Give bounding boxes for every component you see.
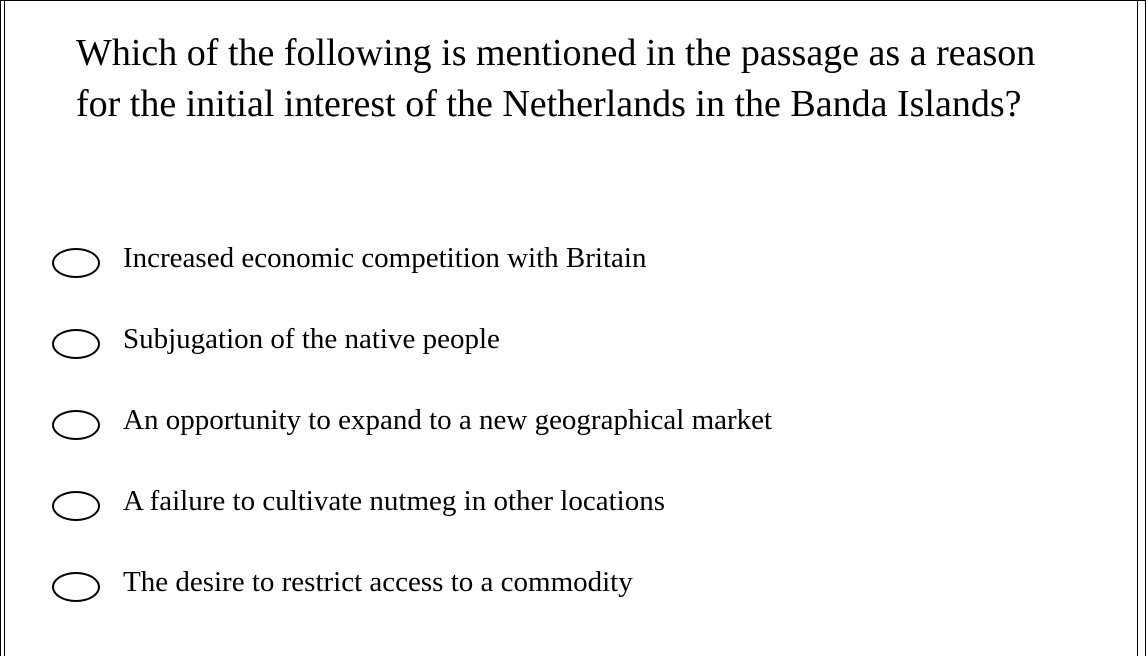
- frame-right-border: [1137, 0, 1146, 656]
- frame-top-border: [0, 0, 1146, 1]
- radio-button-icon[interactable]: [52, 572, 100, 602]
- frame-left-border: [0, 0, 5, 656]
- answer-option-label: Subjugation of the native people: [123, 322, 500, 355]
- radio-button-icon[interactable]: [52, 248, 100, 278]
- answer-option-label: A failure to cultivate nutmeg in other l…: [123, 484, 665, 517]
- answer-options: Increased economic competition with Brit…: [52, 238, 1112, 643]
- answer-option-label: Increased economic competition with Brit…: [123, 241, 647, 274]
- answer-option-5[interactable]: The desire to restrict access to a commo…: [52, 562, 1112, 602]
- answer-option-1[interactable]: Increased economic competition with Brit…: [52, 238, 1112, 278]
- answer-option-label: The desire to restrict access to a commo…: [123, 565, 633, 598]
- answer-option-2[interactable]: Subjugation of the native people: [52, 319, 1112, 359]
- answer-option-label: An opportunity to expand to a new geogra…: [123, 403, 773, 436]
- radio-button-icon[interactable]: [52, 410, 100, 440]
- radio-button-icon[interactable]: [52, 329, 100, 359]
- radio-button-icon[interactable]: [52, 491, 100, 521]
- answer-option-4[interactable]: A failure to cultivate nutmeg in other l…: [52, 481, 1112, 521]
- answer-option-3[interactable]: An opportunity to expand to a new geogra…: [52, 400, 1112, 440]
- question-text: Which of the following is mentioned in t…: [76, 32, 1036, 125]
